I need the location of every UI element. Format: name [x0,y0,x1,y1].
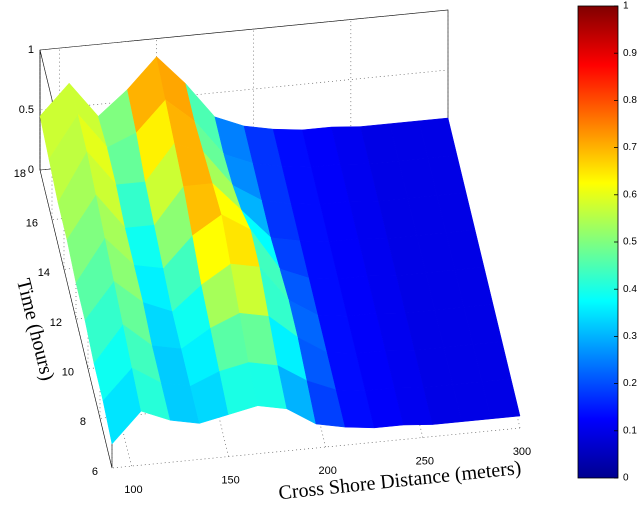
grid-line [111,348,521,469]
y-tick-label: 10 [62,367,74,379]
y-tick-label: 18 [14,168,26,180]
x-tick-label: 300 [513,446,531,458]
z-tick-label: 1 [28,44,34,56]
x-tick-label: 250 [416,455,434,467]
colorbar-tick-label: 0.2 [623,378,637,389]
x-axis-label: Cross Shore Distance (meters) [277,457,522,504]
y-tick-label: 16 [26,218,38,230]
z-tick-label: 0 [28,164,34,176]
y-tick-label: 8 [80,416,86,428]
colorbar-tick-label: 0.7 [623,142,637,153]
colorbar-tick-label: 0.4 [623,284,637,295]
x-tick-label: 200 [319,465,337,477]
colorbar-tick-label: 0 [623,473,629,484]
plot-area [39,9,521,469]
y-tick-label: 12 [50,317,62,329]
colorbar [577,5,619,479]
colorbar-tick-label: 0.3 [623,331,637,342]
y-tick-label: 14 [38,267,50,279]
colorbar-tick-label: 0.5 [623,237,637,248]
y-axis-label: Time (hours) [12,276,59,383]
colorbar-tick-label: 0.6 [623,189,637,200]
z-tick-label: 0.5 [19,104,34,116]
colorbar-tick-label: 1 [623,1,629,12]
colorbar-tick-label: 0.1 [623,425,637,436]
colorbar-tick-label: 0.9 [623,48,637,59]
y-tick-label: 6 [92,466,98,478]
x-tick-label: 100 [124,484,142,496]
x-tick-label: 150 [221,474,239,486]
surface-cell [481,378,521,420]
colorbar-tick-label: 0.8 [623,95,637,106]
